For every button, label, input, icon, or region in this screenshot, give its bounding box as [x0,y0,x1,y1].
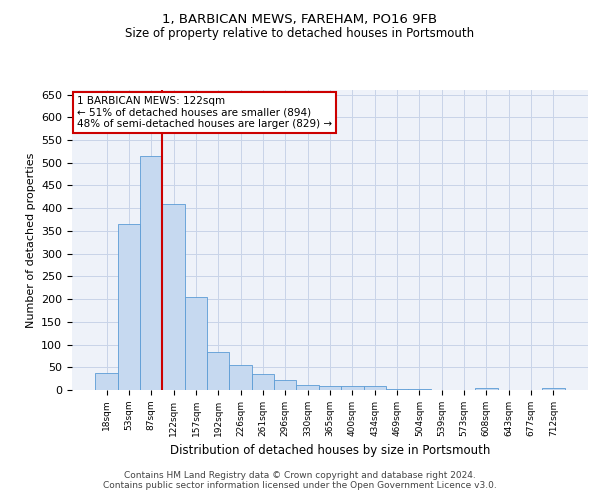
Y-axis label: Number of detached properties: Number of detached properties [26,152,35,328]
Bar [140,156,163,390]
Bar [95,373,118,390]
Bar [386,388,408,390]
Bar [408,388,431,390]
Bar [118,224,140,390]
Bar [364,386,386,390]
Bar [185,297,207,390]
Text: 1 BARBICAN MEWS: 122sqm
← 51% of detached houses are smaller (894)
48% of semi-d: 1 BARBICAN MEWS: 122sqm ← 51% of detache… [77,96,332,129]
Bar [542,388,565,390]
Bar [207,352,229,390]
Bar [341,386,364,390]
Bar [319,386,341,390]
X-axis label: Distribution of detached houses by size in Portsmouth: Distribution of detached houses by size … [170,444,490,458]
Text: Size of property relative to detached houses in Portsmouth: Size of property relative to detached ho… [125,28,475,40]
Bar [229,365,252,390]
Text: 1, BARBICAN MEWS, FAREHAM, PO16 9FB: 1, BARBICAN MEWS, FAREHAM, PO16 9FB [163,12,437,26]
Bar [163,204,185,390]
Bar [475,388,497,390]
Bar [296,384,319,390]
Text: Contains HM Land Registry data © Crown copyright and database right 2024.
Contai: Contains HM Land Registry data © Crown c… [103,470,497,490]
Bar [274,380,296,390]
Bar [252,374,274,390]
